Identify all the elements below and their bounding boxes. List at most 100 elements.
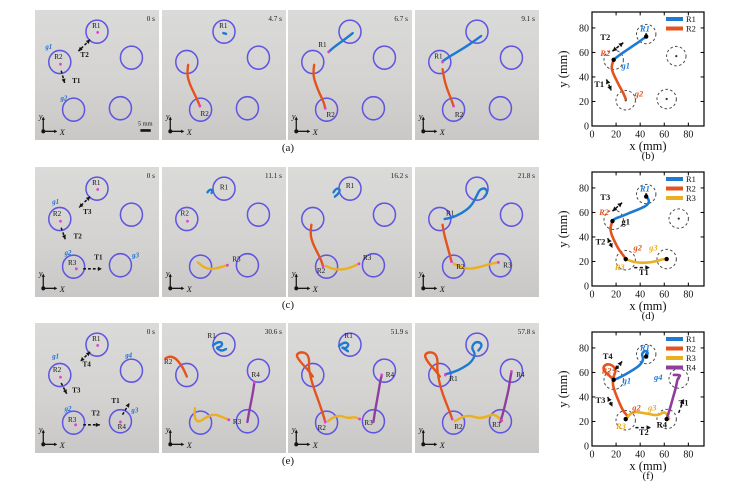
- y-tick-label: 20: [579, 417, 589, 428]
- goal-region-dashed-circle: [615, 90, 636, 111]
- trajectory-r1: [211, 340, 227, 352]
- arrowhead: [433, 129, 437, 134]
- goal-ring: [119, 45, 144, 71]
- plot-annotation: T2: [600, 32, 610, 42]
- robot-label: R4: [251, 370, 260, 379]
- plot-annotation: T1: [594, 79, 604, 89]
- series-R1: [611, 195, 651, 223]
- trajectory-r2: [440, 223, 453, 263]
- robot-label: R3: [68, 258, 77, 267]
- plot-annotation: g2: [634, 89, 644, 99]
- goal-label: g3: [131, 251, 139, 259]
- robot-label: R3: [364, 418, 373, 427]
- trajectory-r4: [372, 374, 383, 424]
- plot-annotation: R1: [639, 342, 650, 352]
- time-label: 21.8 s: [517, 171, 534, 180]
- start-marker: [611, 377, 616, 383]
- robot-position-dot: [380, 373, 384, 377]
- trajectory-r3: [196, 261, 229, 271]
- robot-position-dot: [323, 420, 327, 424]
- robot-position-dot: [321, 265, 325, 269]
- goal-ring: [441, 410, 465, 436]
- photo-axes: yX: [291, 424, 319, 450]
- trajectory-r3: [324, 262, 361, 271]
- caption-f: (f): [642, 470, 654, 482]
- x-tick-label: 20: [611, 290, 621, 301]
- goal-region-dashed-circle: [656, 248, 677, 270]
- goal-ring: [61, 254, 86, 280]
- plot-x-axis-label: x (mm): [629, 299, 666, 313]
- robot-label: R2: [53, 365, 62, 374]
- goal-ring: [441, 254, 465, 280]
- time-label: 6.7 s: [394, 14, 408, 23]
- x-tick-label: 60: [659, 450, 669, 461]
- robot-label: R3: [68, 415, 77, 424]
- trajectory-r1: [440, 34, 482, 63]
- y-tick-label: 40: [579, 72, 589, 83]
- time-label: 0 s: [147, 327, 155, 336]
- goal-label: g2: [64, 405, 72, 413]
- robot-label: R2: [454, 422, 463, 431]
- robot-label: R2: [454, 110, 463, 119]
- y-tick-label: 40: [579, 392, 589, 403]
- arrowhead: [617, 202, 623, 208]
- goal-ring: [464, 332, 489, 358]
- trajectory-r4: [245, 381, 255, 424]
- y-tick-label: 80: [579, 23, 589, 34]
- trajectory-r2: [440, 67, 455, 108]
- arrowhead: [61, 78, 66, 83]
- legend-label: R2: [686, 24, 696, 34]
- goal-label: g4: [124, 352, 132, 360]
- plot-annotation: T4: [603, 351, 614, 361]
- robot-position-dot: [509, 369, 513, 373]
- goal-ring: [85, 332, 109, 358]
- y-tick-label: 80: [579, 183, 589, 194]
- robot-label: R3: [232, 417, 241, 426]
- goal-ring: [499, 202, 523, 228]
- plot-annotation: T2: [595, 236, 605, 246]
- photo-x-axis-label: X: [59, 127, 66, 137]
- robot-label: T2: [74, 231, 83, 240]
- photo-x-axis-label: X: [185, 284, 192, 294]
- x-tick-label: 80: [683, 450, 693, 461]
- goal-ring: [188, 254, 212, 280]
- arrowhead: [617, 361, 623, 367]
- legend-label: R2: [686, 344, 696, 354]
- series-R1: [612, 35, 648, 62]
- goal-ring: [499, 45, 523, 71]
- time-label: 11.1 s: [265, 171, 282, 180]
- goal-region-dashed-circle: [635, 23, 657, 45]
- goal-label: g3: [130, 406, 138, 414]
- photo-y-axis-label: y: [164, 111, 169, 121]
- robot-position-dot: [226, 418, 230, 422]
- robot-label: R3: [363, 253, 372, 262]
- start-marker: [643, 194, 649, 199]
- time-label: 30.6 s: [264, 327, 281, 336]
- start-marker: [623, 416, 628, 422]
- plot-annotation: R4: [657, 420, 668, 430]
- arrowhead: [645, 265, 650, 270]
- robot-label: R2: [456, 262, 465, 271]
- robot-position-dot: [252, 380, 256, 384]
- goal-ring: [211, 332, 236, 358]
- photo-x-axis-label: X: [312, 284, 319, 294]
- arrowhead: [294, 273, 298, 277]
- goal-ring: [119, 358, 144, 384]
- x-tick-label: 0: [590, 290, 595, 301]
- arrowhead: [54, 129, 58, 134]
- robot-position-dot: [96, 343, 100, 347]
- goal-region-dashed-circle: [668, 208, 689, 229]
- robot-label: R1: [92, 21, 101, 30]
- robot-label: R3: [492, 420, 501, 429]
- caption-d: (d): [641, 310, 655, 322]
- photo-axes: yX: [164, 268, 192, 294]
- y-tick-label: 60: [579, 208, 589, 219]
- arrowhead: [421, 116, 425, 120]
- arrowhead: [433, 442, 437, 447]
